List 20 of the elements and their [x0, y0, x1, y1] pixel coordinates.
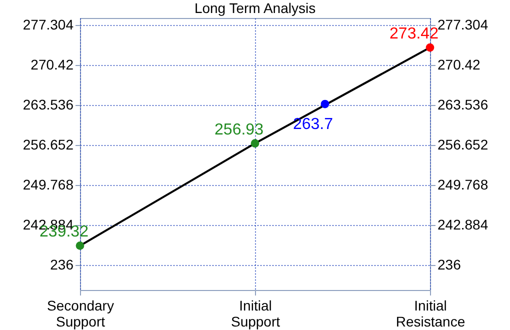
- chart-title: Long Term Analysis: [194, 0, 316, 16]
- x-tick-label: Secondary Support: [47, 298, 114, 330]
- x-tick-label: Initial Resistance: [396, 298, 466, 330]
- y-tick-label: 249.768: [22, 176, 74, 192]
- data-label: 263.7: [292, 116, 334, 134]
- y2-tick-label: 242.884: [438, 216, 488, 232]
- y2-tick-label: 249.768: [438, 176, 488, 192]
- y2-tick-label: 270.42: [438, 56, 481, 72]
- y-tick-label: 236: [50, 256, 74, 273]
- y2-tick-label: 236: [438, 256, 462, 273]
- y-tick-label: 277.304: [22, 16, 74, 32]
- data-label: 256.93: [214, 121, 264, 138]
- data-label: 273.42: [390, 26, 439, 43]
- y2-tick-label: 277.304: [438, 16, 488, 32]
- x-tick-label: Initial Support: [230, 298, 280, 330]
- y2-tick-label: 256.652: [438, 136, 488, 152]
- y-tick-label: 256.652: [22, 136, 74, 152]
- y-tick-label: 270.42: [30, 56, 74, 72]
- y-tick-label: 263.536: [22, 96, 74, 112]
- y2-tick-label: 263.536: [438, 96, 488, 112]
